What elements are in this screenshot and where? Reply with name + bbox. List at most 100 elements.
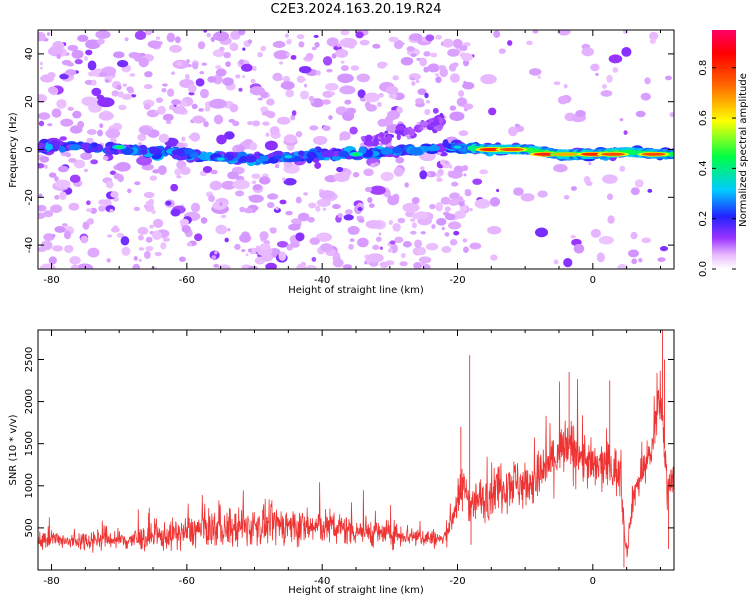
heatmap-noise-blob: [139, 126, 152, 135]
heatmap-hotspot: [601, 152, 626, 156]
heatmap-noise-blob: [298, 41, 305, 48]
heatmap-noise-blob: [431, 224, 436, 229]
heatmap-noise-blob: [489, 197, 501, 207]
heatmap-noise-blob: [68, 157, 77, 163]
heatmap-noise-blob: [113, 51, 125, 59]
heatmap-noise-blob: [38, 120, 45, 127]
heatmap-noise-blob: [85, 39, 101, 50]
heatmap-noise-blob: [267, 193, 279, 200]
heatmap-noise-blob: [285, 89, 295, 98]
heatmap-noise-blob: [143, 103, 151, 110]
colorbar-gradient: [712, 30, 736, 269]
heatmap-noise-blob: [410, 53, 417, 58]
heatmap-noise-blob: [340, 60, 345, 64]
heatmap-noise-blob: [598, 235, 614, 245]
heatmap-noise-blob: [170, 183, 179, 192]
heatmap-ridge-blob: [358, 146, 367, 155]
heatmap-ridge-blob: [306, 151, 317, 159]
heatmap-noise-blob: [444, 206, 451, 212]
heatmap-noise-blob: [143, 250, 151, 259]
heatmap-noise-blob: [291, 110, 297, 116]
heatmap-noise-blob: [212, 201, 227, 210]
heatmap-noise-blob: [59, 136, 67, 141]
heatmap-noise-blob: [87, 60, 97, 71]
heatmap-noise-blob: [617, 264, 628, 269]
heatmap-noise-blob: [606, 193, 614, 201]
heatmap-noise-blob: [187, 63, 192, 68]
heatmap-noise-blob: [290, 114, 296, 121]
heatmap-noise-blob: [264, 140, 278, 151]
heatmap-noise-blob: [275, 206, 279, 211]
heatmap-noise-blob: [214, 251, 218, 255]
heatmap-noise-blob: [110, 191, 119, 198]
heatmap-noise-blob: [54, 179, 71, 189]
heatmap-streak-blob: [395, 125, 405, 131]
heatmap-noise-blob: [90, 159, 99, 165]
heatmap-noise-blob: [283, 160, 294, 168]
heatmap-noise-blob: [257, 97, 263, 101]
heatmap-noise-blob: [184, 73, 190, 80]
heatmap-noise-blob: [444, 232, 450, 237]
heatmap-noise-blob: [347, 225, 360, 235]
heatmap-noise-blob: [143, 84, 153, 90]
heatmap-noise-blob: [357, 206, 363, 211]
colorbar-tick-label: 0.0: [698, 261, 709, 277]
heatmap-streak-blob: [430, 121, 440, 126]
heatmap-noise-blob: [199, 88, 209, 99]
heatmap-noise-blob: [363, 168, 374, 177]
heatmap-noise-blob: [355, 31, 364, 39]
heatmap-noise-blob: [181, 136, 186, 142]
heatmap-noise-blob: [38, 94, 47, 103]
spectrogram-ytick-label: 20: [24, 95, 35, 108]
heatmap-noise-blob: [260, 45, 267, 52]
heatmap-noise-blob: [155, 97, 164, 103]
heatmap-noise-blob: [570, 234, 576, 239]
heatmap-noise-blob: [174, 36, 181, 44]
heatmap-noise-blob: [91, 87, 102, 97]
heatmap-noise-blob: [513, 187, 524, 196]
heatmap-noise-blob: [116, 60, 129, 68]
heatmap-noise-blob: [448, 221, 462, 230]
heatmap-noise-blob: [372, 244, 380, 251]
heatmap-ridge-blob: [80, 142, 91, 151]
heatmap-noise-blob: [423, 51, 431, 57]
page-title: C2E3.2024.163.20.19.R24: [270, 2, 442, 17]
spectrogram-ytick-label: -40: [24, 237, 35, 253]
heatmap-noise-blob: [348, 243, 354, 250]
heatmap-noise-blob: [448, 164, 453, 169]
heatmap-noise-blob: [659, 245, 669, 252]
heatmap-noise-blob: [220, 214, 227, 219]
heatmap-noise-blob: [409, 77, 415, 81]
heatmap-noise-blob: [458, 130, 469, 137]
heatmap-noise-blob: [621, 47, 632, 57]
heatmap-noise-blob: [553, 259, 559, 265]
heatmap-noise-blob: [420, 166, 425, 171]
heatmap-noise-blob: [563, 257, 573, 268]
heatmap-noise-blob: [80, 235, 89, 244]
heatmap-noise-blob: [102, 156, 109, 161]
heatmap-noise-blob: [286, 52, 291, 57]
heatmap-noise-blob: [282, 75, 291, 83]
heatmap-noise-blob: [438, 65, 447, 71]
heatmap-noise-blob: [230, 30, 241, 40]
heatmap-noise-blob: [144, 30, 153, 36]
heatmap-noise-blob: [463, 246, 469, 253]
heatmap-noise-blob: [65, 69, 77, 76]
heatmap-noise-blob: [54, 226, 66, 233]
heatmap-noise-blob: [48, 256, 57, 265]
heatmap-noise-blob: [212, 49, 225, 58]
heatmap-noise-blob: [424, 92, 429, 99]
heatmap-noise-blob: [76, 263, 94, 269]
heatmap-noise-blob: [364, 92, 380, 103]
heatmap-noise-blob: [250, 78, 256, 84]
heatmap-noise-blob: [296, 263, 307, 269]
heatmap-noise-blob: [99, 123, 104, 129]
heatmap-noise-blob: [295, 232, 305, 242]
heatmap-noise-blob: [225, 61, 231, 67]
snr-frame: [37, 329, 675, 571]
heatmap-noise-blob: [95, 30, 111, 39]
heatmap-noise-blob: [389, 240, 396, 245]
heatmap-noise-blob: [38, 163, 45, 169]
heatmap-noise-blob: [170, 71, 176, 76]
heatmap-noise-blob: [377, 118, 388, 127]
